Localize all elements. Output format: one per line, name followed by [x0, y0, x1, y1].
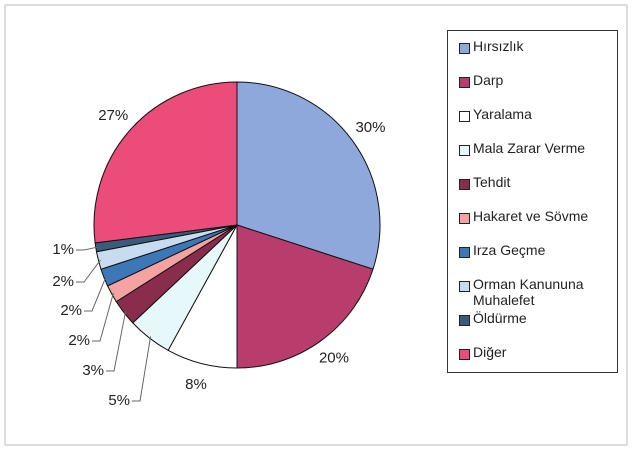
data-label: 2% [60, 302, 82, 319]
legend-entry: Diğer [448, 343, 617, 377]
legend-label: Öldürme [473, 310, 527, 326]
pie-slice [236, 224, 374, 369]
legend-entry: Yaralama [448, 105, 617, 139]
data-label: 1% [52, 241, 74, 258]
legend-entry: Hırsızlık [448, 37, 617, 71]
data-label: 3% [82, 362, 104, 379]
legend-label: Hırsızlık [473, 38, 524, 54]
leader-line [132, 336, 152, 402]
legend-entry: Darp [448, 71, 617, 105]
data-label: 20% [319, 349, 349, 366]
data-label: 8% [185, 376, 207, 393]
legend-swatch [459, 145, 470, 156]
data-label: 30% [355, 119, 385, 136]
legend-entry: Mala Zarar Verme [448, 139, 617, 173]
leader-line [92, 292, 114, 342]
leader-line [76, 246, 98, 251]
legend-swatch [459, 77, 470, 88]
data-label: 2% [68, 332, 90, 349]
legend-entry: Irza Geçme [448, 241, 617, 275]
legend: Hırsızlık Darp Yaralama Mala Zarar Verme Teh… [447, 30, 618, 373]
legend-swatch [459, 213, 470, 224]
legend-label: Hakaret ve Sövme [473, 208, 589, 224]
pie-slice [93, 81, 238, 244]
pie-slice [236, 81, 381, 270]
legend-swatch [459, 43, 470, 54]
frame [4, 4, 628, 446]
legend-swatch [459, 315, 470, 326]
legend-label: Irza Geçme [473, 242, 546, 258]
legend-entry: Hakaret ve Sövme [448, 207, 617, 241]
legend-label: Orman Kanununa Muhalefet [473, 276, 584, 308]
legend-label: Tehdit [473, 174, 511, 190]
legend-label: Mala Zarar Verme [473, 140, 586, 156]
legend-swatch [459, 281, 470, 292]
legend-label: Yaralama [473, 106, 532, 122]
leader-line [106, 311, 127, 372]
legend-swatch [459, 247, 470, 258]
data-label: 5% [108, 392, 130, 409]
legend-entry: Orman Kanununa Muhalefet [448, 275, 617, 309]
legend-entry: Tehdit [448, 173, 617, 207]
leader-line [84, 276, 107, 312]
data-label: 2% [52, 273, 74, 290]
legend-entry: Öldürme [448, 309, 617, 343]
legend-swatch [459, 179, 470, 190]
legend-swatch [459, 111, 470, 122]
legend-label: Diğer [473, 344, 507, 360]
data-label: 27% [98, 107, 128, 124]
legend-swatch [459, 349, 470, 360]
leader-line [76, 259, 101, 283]
legend-label: Darp [473, 72, 504, 88]
